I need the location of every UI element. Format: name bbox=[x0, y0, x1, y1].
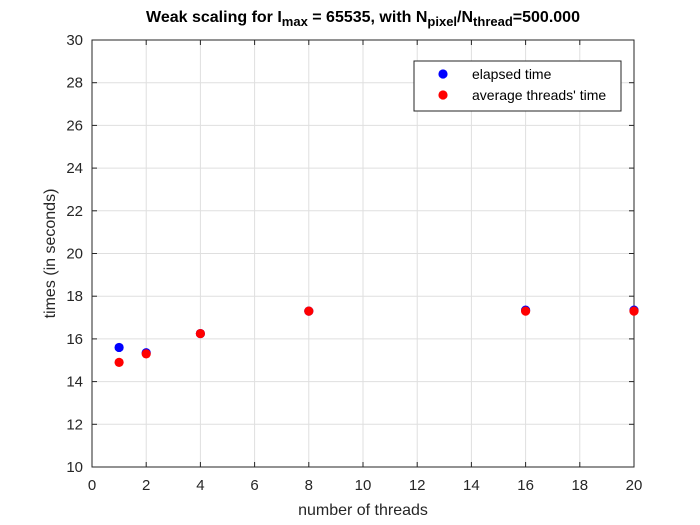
y-tick-label: 18 bbox=[66, 288, 83, 305]
title-subscript: thread bbox=[473, 14, 513, 29]
data-point bbox=[114, 357, 124, 367]
x-tick-label: 20 bbox=[626, 477, 643, 494]
x-tick-label: 18 bbox=[571, 477, 588, 494]
data-points bbox=[114, 305, 639, 367]
x-tick-label: 10 bbox=[355, 477, 372, 494]
y-tick-label: 14 bbox=[66, 374, 83, 391]
y-tick-label: 22 bbox=[66, 203, 83, 220]
chart-title: Weak scaling for Imax = 65535, with Npix… bbox=[146, 9, 580, 29]
legend-item: average threads' time bbox=[438, 87, 606, 103]
title-subscript: pixel bbox=[427, 14, 457, 29]
y-tick-label: 30 bbox=[66, 32, 83, 49]
legend-label: average threads' time bbox=[472, 87, 606, 103]
data-point bbox=[304, 306, 314, 316]
y-axis-label: times (in seconds) bbox=[42, 189, 59, 319]
legend-marker bbox=[438, 90, 448, 100]
x-tick-label: 2 bbox=[142, 477, 150, 494]
title-text: = 65535, with N bbox=[308, 9, 428, 26]
x-tick-label: 0 bbox=[88, 477, 96, 494]
y-tick-label: 20 bbox=[66, 246, 83, 263]
title-text: =500.000 bbox=[513, 9, 580, 26]
x-tick-label: 8 bbox=[305, 477, 313, 494]
title-text: Weak scaling for I bbox=[146, 9, 282, 26]
x-axis-label: number of threads bbox=[298, 502, 428, 519]
legend-label: elapsed time bbox=[472, 66, 552, 82]
x-tick-label: 4 bbox=[196, 477, 204, 494]
legend-item: elapsed time bbox=[438, 66, 552, 82]
x-tick-label: 16 bbox=[517, 477, 534, 494]
x-tick-label: 12 bbox=[409, 477, 426, 494]
y-tick-label: 28 bbox=[66, 75, 83, 92]
series-2 bbox=[114, 306, 639, 367]
data-point bbox=[629, 306, 639, 316]
x-tick-label: 6 bbox=[250, 477, 258, 494]
data-point bbox=[114, 342, 124, 353]
legend-marker bbox=[438, 69, 448, 79]
y-tick-label: 10 bbox=[66, 459, 83, 476]
y-tick-label: 26 bbox=[66, 117, 83, 134]
legend: elapsed time average threads' time bbox=[413, 60, 622, 112]
y-tick-label: 16 bbox=[66, 331, 83, 348]
y-tick-label: 24 bbox=[66, 160, 83, 177]
data-point bbox=[195, 328, 205, 339]
x-tick-label: 14 bbox=[463, 477, 480, 494]
title-subscript: max bbox=[282, 14, 309, 29]
data-point bbox=[521, 306, 531, 316]
data-point bbox=[141, 349, 151, 359]
title-text: /N bbox=[457, 9, 473, 26]
legend-box bbox=[413, 60, 622, 112]
y-tick-label: 12 bbox=[66, 416, 83, 433]
